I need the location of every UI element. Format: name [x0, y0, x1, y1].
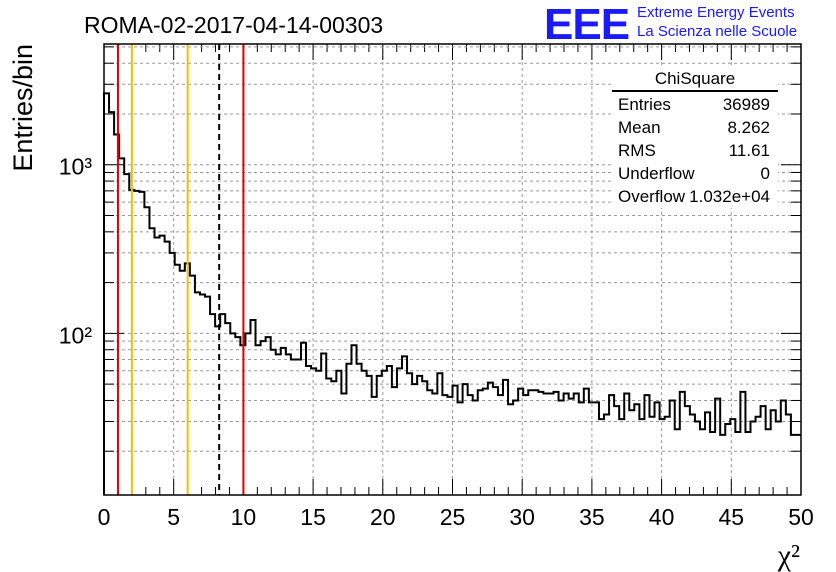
x-tick-label: 5 [167, 504, 180, 530]
stats-row-value: 1.032e+04 [689, 187, 770, 206]
stats-box-rows: Entries 36989 Mean 8.262 RMS 11.61 Underflow 0 O… [612, 93, 778, 208]
eee-logo-mark: EEE [544, 0, 630, 49]
stats-row: Overflow 1.032e+04 [612, 185, 778, 208]
stats-row-label: RMS [618, 141, 656, 160]
x-tick-label: 50 [788, 504, 814, 530]
x-tick-label: 30 [509, 504, 535, 530]
y-axis-label: Entries/bin [8, 44, 38, 172]
chart-title: ROMA-02-2017-04-14-00303 [84, 12, 384, 38]
stats-row-value: 0 [760, 164, 770, 183]
x-tick-label: 45 [719, 504, 745, 530]
stats-row-value: 36989 [722, 95, 770, 114]
eee-logo-text: Extreme Energy Events La Scienza nelle S… [637, 3, 797, 41]
stats-row-value: 11.61 [728, 141, 770, 160]
stats-row-label: Underflow [618, 164, 695, 183]
plot-frame [103, 43, 802, 496]
histogram-series [103, 92, 801, 495]
eee-logo-line2: La Scienza nelle Scuole [637, 23, 798, 40]
x-tick-label: 10 [231, 504, 257, 530]
stats-row: Underflow 0 [612, 162, 778, 185]
x-axis-label: χ² [777, 539, 800, 572]
stats-row: Mean 8.262 [612, 116, 778, 139]
x-tick-label: 35 [579, 504, 605, 530]
x-tick-label: 20 [370, 504, 396, 530]
x-tick-label: 0 [98, 504, 111, 530]
stats-row: RMS 11.61 [612, 139, 778, 162]
stats-row-label: Entries [618, 95, 671, 114]
stats-box: ChiSquare Entries 36989 Mean 8.262 RMS 11.61 U… [612, 66, 778, 208]
stats-row: Entries 36989 [612, 93, 778, 116]
x-tick-label: 25 [440, 504, 466, 530]
stats-row-value: 8.262 [727, 118, 770, 137]
stats-row-label: Overflow [618, 187, 686, 206]
stats-row-label: Mean [618, 118, 661, 137]
x-tick-label: 15 [300, 504, 326, 530]
eee-logo-line1: Extreme Energy Events [637, 4, 795, 21]
x-tick-label: 40 [649, 504, 675, 530]
stats-box-title: ChiSquare [612, 66, 778, 92]
y-tick-label: 10³ [59, 154, 93, 180]
y-tick-label: 10² [59, 322, 93, 348]
